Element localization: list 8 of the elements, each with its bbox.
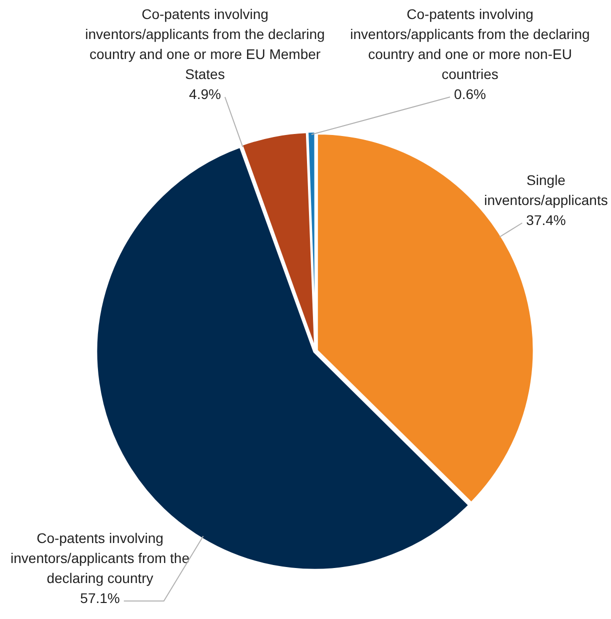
slice-label: Co-patents involving inventors/applicants from the declaring country — [10, 530, 190, 586]
data-label: 4.9% — [189, 86, 221, 102]
slice-label: Co-patents involving inventors/applicants from the declaring country and one or more non-EU countries — [350, 6, 590, 82]
data-label: 57.1% — [80, 590, 120, 606]
data-label: 37.4% — [526, 212, 566, 228]
data-label: 0.6% — [454, 86, 486, 102]
slice-label: Single inventors/applicants — [484, 172, 608, 208]
slice-label: Co-patents involving inventors/applicants from the declaring country and one or more EU Member States — [85, 6, 325, 82]
